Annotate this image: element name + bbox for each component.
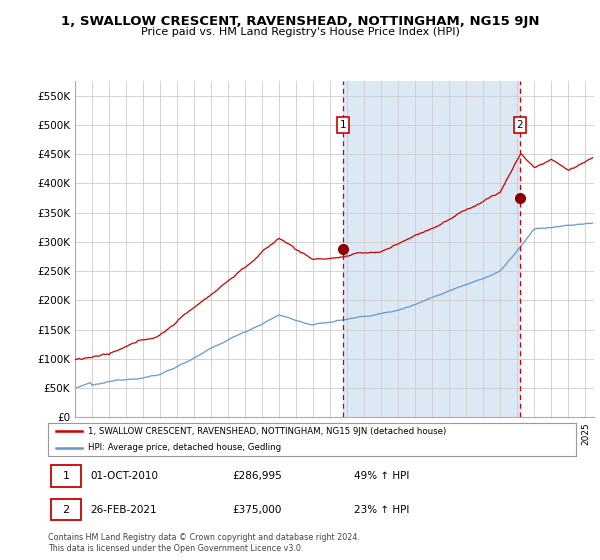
Text: 1: 1 — [340, 120, 346, 130]
Text: 2: 2 — [62, 505, 70, 515]
Text: 1: 1 — [62, 471, 70, 481]
FancyBboxPatch shape — [50, 499, 81, 520]
Text: 1, SWALLOW CRESCENT, RAVENSHEAD, NOTTINGHAM, NG15 9JN (detached house): 1, SWALLOW CRESCENT, RAVENSHEAD, NOTTING… — [88, 427, 446, 436]
Text: 01-OCT-2010: 01-OCT-2010 — [90, 471, 158, 481]
Text: 23% ↑ HPI: 23% ↑ HPI — [354, 505, 410, 515]
Text: Contains HM Land Registry data © Crown copyright and database right 2024.
This d: Contains HM Land Registry data © Crown c… — [48, 533, 360, 553]
Text: 2: 2 — [517, 120, 523, 130]
Text: 1, SWALLOW CRESCENT, RAVENSHEAD, NOTTINGHAM, NG15 9JN: 1, SWALLOW CRESCENT, RAVENSHEAD, NOTTING… — [61, 15, 539, 28]
FancyBboxPatch shape — [50, 465, 81, 487]
Text: Price paid vs. HM Land Registry's House Price Index (HPI): Price paid vs. HM Land Registry's House … — [140, 27, 460, 37]
Text: £375,000: £375,000 — [233, 505, 282, 515]
Text: £286,995: £286,995 — [233, 471, 283, 481]
Text: 26-FEB-2021: 26-FEB-2021 — [90, 505, 157, 515]
Text: HPI: Average price, detached house, Gedling: HPI: Average price, detached house, Gedl… — [88, 444, 281, 452]
Bar — [343, 81, 520, 417]
Text: 49% ↑ HPI: 49% ↑ HPI — [354, 471, 410, 481]
